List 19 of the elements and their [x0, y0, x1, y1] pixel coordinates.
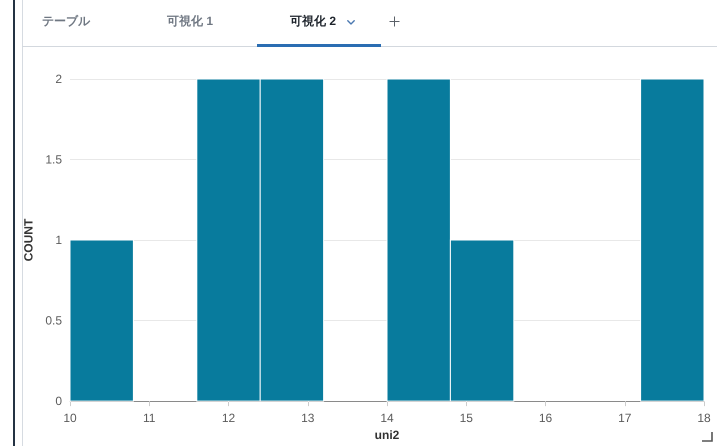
y-tick-label: 0.5 — [45, 314, 62, 328]
y-tick-label: 2 — [55, 72, 62, 86]
y-tick-label: 1.5 — [45, 152, 62, 167]
x-tick-label: 15 — [460, 411, 474, 426]
x-tick-label: 13 — [301, 411, 315, 426]
text: 可視化 2 — [290, 14, 336, 29]
text: 可視化 1 — [167, 14, 214, 29]
x-tick-label: 17 — [618, 411, 632, 426]
y-tick-label: 0 — [55, 394, 62, 408]
x-tick-label: 14 — [380, 411, 394, 426]
text: テーブル — [42, 14, 90, 29]
x-axis-title: uni2 — [374, 428, 400, 442]
x-tick-label: 10 — [63, 411, 77, 426]
y-tick-label: 1 — [55, 233, 62, 248]
x-tick-label: 11 — [143, 411, 156, 426]
x-tick-label: 12 — [222, 411, 236, 426]
y-axis-title: COUNT — [21, 218, 36, 262]
x-tick-label: 16 — [538, 411, 552, 426]
x-tick-label: 18 — [697, 411, 711, 426]
